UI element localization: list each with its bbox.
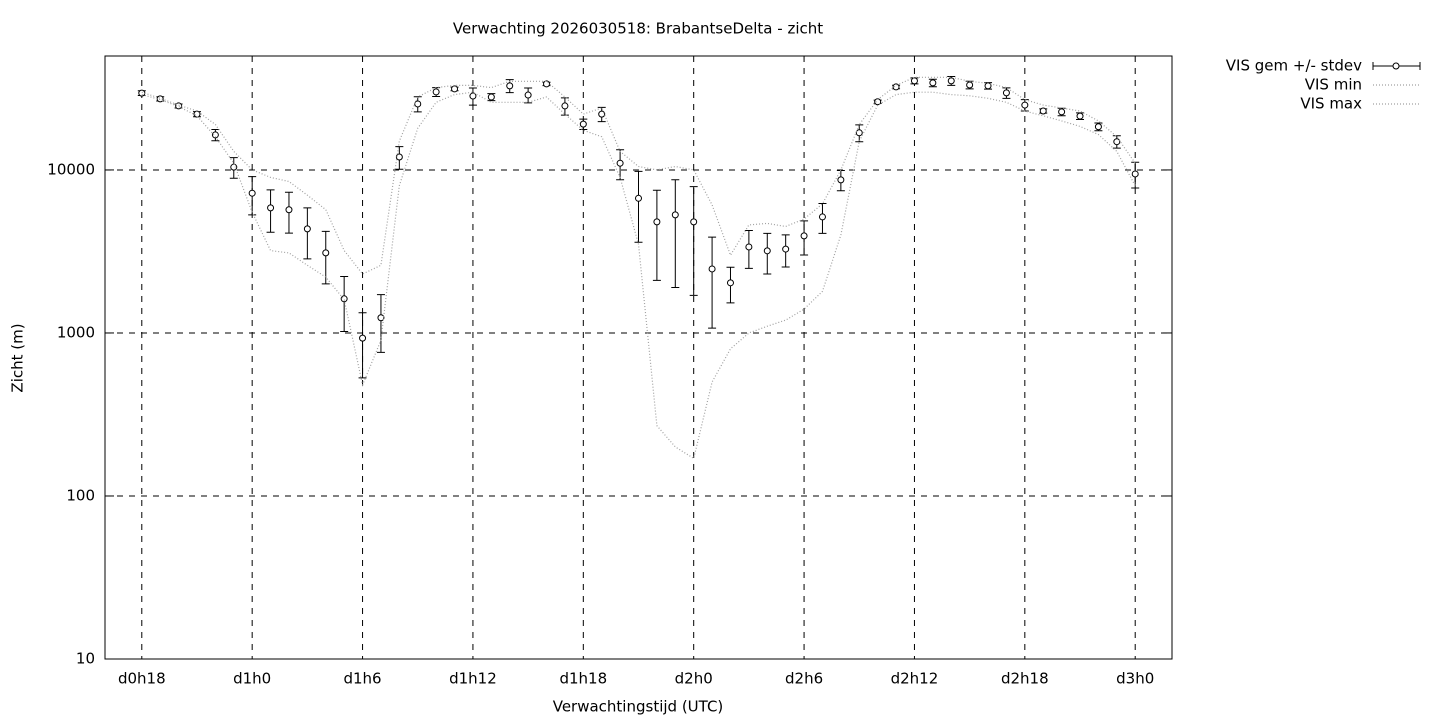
data-point [506,82,514,90]
error-bar [303,207,312,260]
x-tick-label: d1h6 [343,670,381,688]
data-point [892,83,900,91]
data-point [414,100,422,108]
error-bar [321,230,330,285]
data-point [690,218,698,226]
error-bar [634,170,643,243]
data-point [671,211,679,219]
error-bar [708,236,717,329]
x-tick-label: d3h0 [1116,670,1154,688]
x-tick-label: d2h6 [785,670,823,688]
y-tick-label: 10 [76,650,95,668]
data-point [1131,170,1139,178]
data-point [874,98,882,106]
data-point [469,92,477,100]
data-point [763,247,771,255]
data-point [359,334,367,342]
data-point [1021,101,1029,109]
data-point [285,206,293,214]
y-axis-label: Zicht (m) [9,323,27,392]
data-point [1058,108,1066,116]
x-tick-label: d1h0 [233,670,271,688]
data-point [579,120,587,128]
data-point [303,225,311,233]
x-tick-label: d2h0 [675,670,713,688]
data-point [451,85,459,93]
data-point [745,243,753,251]
data-point [947,77,955,85]
data-point [487,93,495,101]
legend-label: VIS gem +/- stdev [1226,57,1362,75]
x-tick-label: d0h18 [118,670,166,688]
x-tick-label: d2h12 [891,670,939,688]
y-tick-label: 100 [66,486,95,504]
data-point [635,194,642,202]
data-point [782,245,790,253]
error-bar [671,179,680,289]
legend-label: VIS max [1300,95,1362,113]
data-point [616,159,624,167]
error-bar [689,186,698,296]
data-point [800,232,808,240]
data-point [598,110,606,118]
x-axis-label: Verwachtingstijd (UTC) [553,698,724,716]
x-tick-label: d2h18 [1001,670,1049,688]
data-point [432,88,440,96]
data-point [561,102,569,110]
error-bar [376,294,385,353]
legend-label: VIS min [1305,76,1362,94]
error-bar [358,312,367,379]
data-point [708,265,716,273]
data-point [910,77,918,85]
data-point [524,91,532,99]
y-tick-label: 1000 [57,323,95,341]
data-point [966,81,974,89]
data-point [855,129,863,137]
data-point [929,79,937,87]
data-point [818,213,826,221]
y-tick-label: 10000 [47,160,95,178]
legend-swatch [1392,62,1400,70]
data-point [1002,89,1010,97]
data-point [726,279,734,287]
data-point [395,153,403,161]
data-point [653,218,661,226]
data-point [322,249,330,257]
x-tick-label: d1h18 [559,670,607,688]
data-point [377,314,385,322]
data-point [543,80,551,88]
series-line [141,91,1136,460]
x-tick-label: d1h12 [449,670,497,688]
data-point [211,131,219,139]
chart-title: Verwachting 2026030518: BrabantseDelta -… [453,20,823,38]
data-point [248,189,256,197]
error-bar [340,276,349,333]
data-point [340,295,348,303]
error-bar [652,189,661,281]
data-point [267,204,275,212]
data-point [1094,123,1102,131]
data-point [1039,107,1047,115]
series-line [141,76,1136,275]
data-point [837,176,845,184]
data-point [1076,112,1084,120]
data-point [1113,138,1121,146]
